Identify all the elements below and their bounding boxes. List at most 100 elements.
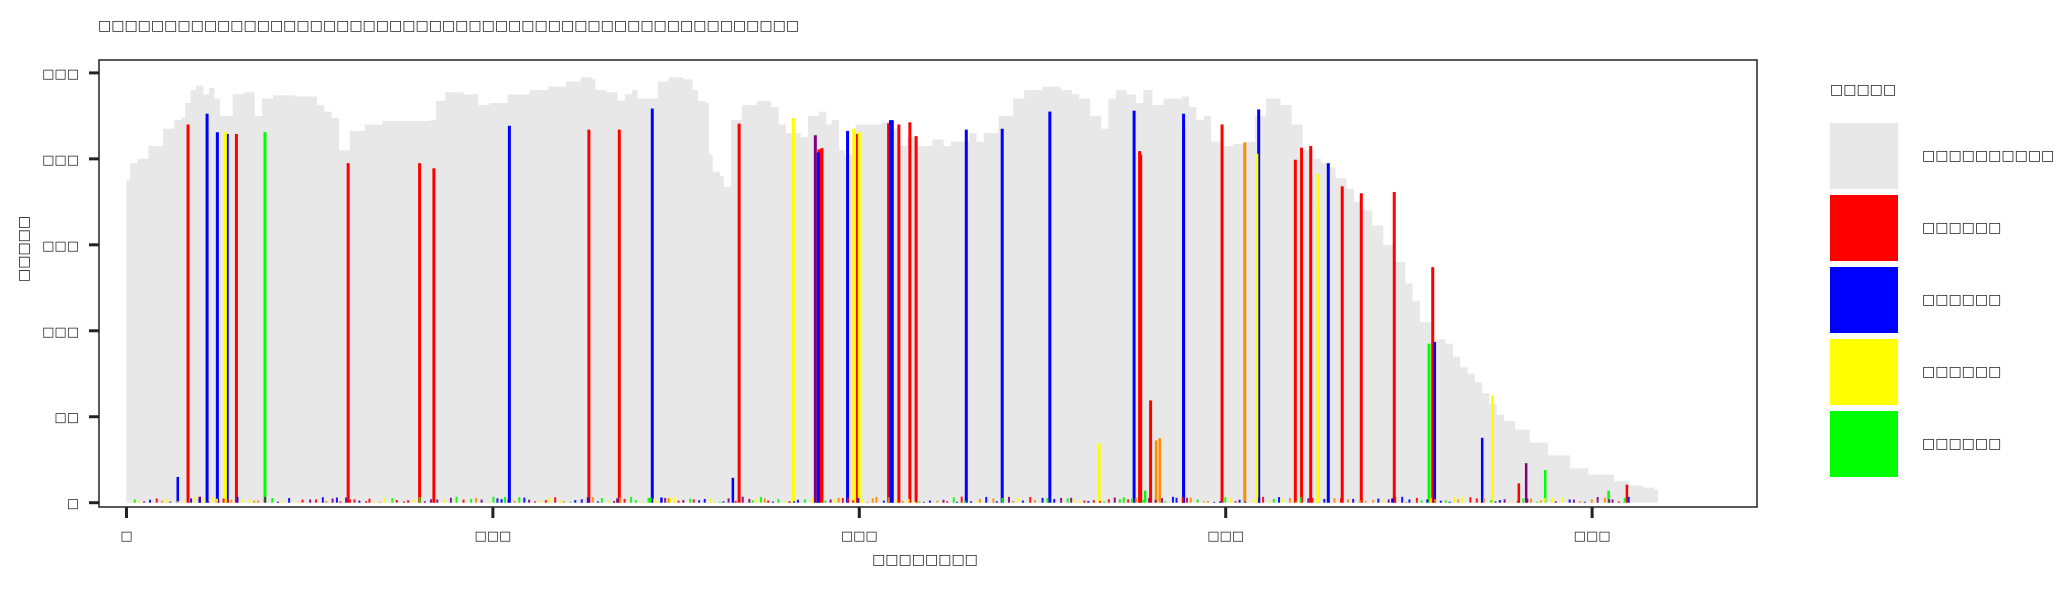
noise-bar — [1272, 498, 1275, 503]
noise-bar — [1135, 497, 1138, 503]
noise-bar — [1583, 501, 1586, 503]
bar-2-11 — [1132, 110, 1136, 503]
bar-2-0 — [205, 113, 209, 503]
bar-3-4 — [791, 118, 795, 503]
bar-2-10 — [1182, 113, 1186, 503]
noise-bar — [1311, 497, 1314, 503]
bar-2-16 — [846, 130, 850, 503]
bar-2-8 — [1326, 163, 1330, 503]
noise-bar — [689, 498, 692, 503]
noise-bar — [301, 499, 304, 503]
noise-bar — [331, 498, 334, 503]
noise-bar — [1041, 497, 1044, 503]
noise-bar — [755, 498, 758, 503]
noise-bar — [1457, 499, 1460, 503]
y-tick-label-3: □□□ — [42, 239, 79, 254]
noise-bar — [574, 500, 577, 503]
noise-bar — [295, 501, 298, 503]
noise-bar — [248, 499, 251, 503]
noise-bar — [1405, 501, 1408, 503]
noise-bar — [449, 497, 452, 503]
noise-bar — [875, 496, 878, 503]
noise-bar — [882, 500, 885, 503]
noise-bar — [503, 496, 506, 503]
noise-bar — [1323, 498, 1326, 503]
noise-bar — [325, 501, 328, 503]
noise-bar — [1181, 497, 1184, 503]
noise-bar — [673, 497, 676, 503]
y-tick-label-5: □□□ — [42, 67, 79, 82]
noise-bar — [264, 496, 267, 503]
noise-bar — [1060, 497, 1063, 503]
noise-bar — [1590, 499, 1593, 503]
noise-bar — [395, 499, 398, 503]
noise-bar — [1494, 501, 1497, 503]
legend-label-4: □□□□□□ — [1922, 436, 2002, 452]
legend-label-3: □□□□□□ — [1922, 364, 2002, 380]
bar-3-3 — [1316, 173, 1320, 503]
bar-2-13 — [1480, 437, 1484, 503]
bar-2-1 — [225, 133, 229, 503]
bar-3-6 — [1255, 153, 1259, 503]
noise-bar — [1617, 501, 1620, 503]
bar-2-4 — [888, 120, 892, 503]
bar-1-27 — [1149, 400, 1153, 503]
noise-bar — [1429, 497, 1432, 503]
bar-2-12 — [1433, 341, 1437, 503]
noise-bar — [656, 501, 659, 503]
noise-bar — [1561, 497, 1564, 503]
noise-bar — [176, 501, 179, 503]
noise-bar — [1053, 498, 1056, 503]
noise-bar — [852, 500, 855, 503]
noise-bar — [1016, 497, 1019, 503]
noise-bar — [1073, 499, 1076, 503]
noise-bar — [1420, 500, 1423, 503]
bar-4-1 — [1427, 343, 1431, 503]
bar-6-1 — [1524, 463, 1528, 503]
noise-bar — [771, 501, 774, 503]
bar-4-2 — [1543, 470, 1547, 503]
noise-bar — [539, 500, 542, 503]
noise-bar — [1453, 496, 1456, 503]
bar-1-16 — [1309, 145, 1313, 503]
bar-2-19 — [1257, 109, 1261, 503]
noise-bar — [1154, 499, 1157, 503]
noise-bar — [1130, 498, 1133, 503]
legend-item-1: □□□□□□ — [1830, 192, 2050, 264]
noise-bar — [1316, 498, 1319, 503]
noise-bar — [1185, 497, 1188, 503]
bar-4-4 — [1143, 490, 1147, 503]
noise-bar — [600, 498, 603, 503]
bar-1-26 — [1300, 147, 1304, 503]
noise-bar — [276, 501, 279, 503]
bar-2-6 — [731, 477, 735, 503]
noise-bar — [222, 498, 225, 503]
noise-bar — [1083, 500, 1086, 503]
noise-bar — [202, 497, 205, 503]
noise-bar — [1401, 496, 1404, 503]
noise-bar — [1522, 498, 1525, 503]
bar-1-9 — [617, 129, 621, 503]
noise-bar — [1535, 501, 1538, 503]
bar-1-1 — [234, 133, 238, 503]
noise-bar — [1503, 499, 1506, 503]
noise-bar — [1001, 497, 1004, 503]
bar-5-2 — [1158, 438, 1162, 503]
noise-bar — [1611, 499, 1614, 503]
noise-bar — [1627, 496, 1630, 503]
noise-bar — [829, 499, 832, 503]
noise-bar — [1244, 501, 1247, 503]
noise-bar — [664, 497, 667, 503]
noise-bar — [1238, 499, 1241, 503]
bar-1-19 — [1340, 186, 1344, 503]
noise-bar — [1475, 498, 1478, 503]
noise-bar — [1007, 496, 1010, 503]
noise-bar — [165, 498, 168, 503]
noise-bar — [149, 499, 152, 503]
bar-3-2 — [1490, 395, 1494, 503]
noise-bar — [718, 501, 721, 503]
x-tick-label-0: □ — [120, 529, 132, 544]
noise-bar — [345, 497, 348, 503]
bar-1-28 — [887, 123, 891, 503]
bar-1-0 — [186, 124, 190, 503]
